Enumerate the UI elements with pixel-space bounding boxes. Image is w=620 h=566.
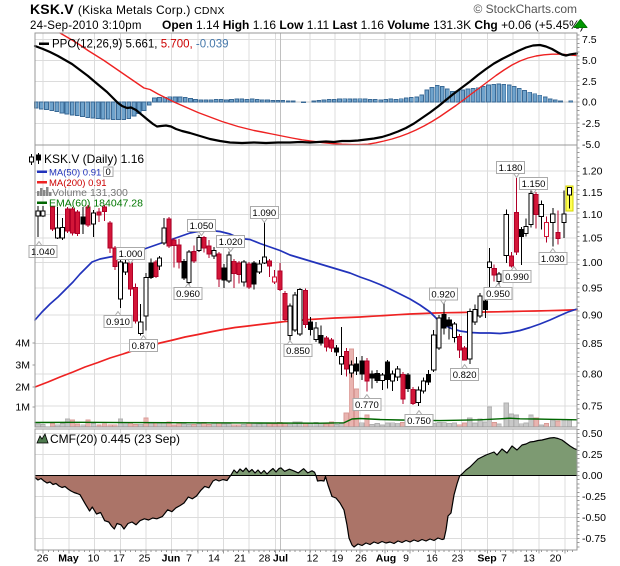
svg-text:KSK.V (Kiska Metals Corp.) CDN: KSK.V (Kiska Metals Corp.) CDNX: [30, 1, 225, 17]
svg-text:17: 17: [113, 553, 125, 565]
svg-text:0.820: 0.820: [453, 370, 477, 381]
svg-text:0.0: 0.0: [582, 97, 597, 109]
svg-text:1.05: 1.05: [582, 232, 603, 244]
svg-text:14: 14: [208, 553, 220, 565]
svg-text:24-Sep-2010 3:10pm: 24-Sep-2010 3:10pm: [30, 20, 142, 32]
svg-text:PPO(12,26,9) 5.661, 5.700, -0.: PPO(12,26,9) 5.661, 5.700, -0.039: [52, 39, 229, 51]
svg-text:23: 23: [452, 553, 464, 565]
svg-text:4M: 4M: [15, 338, 30, 350]
svg-text:0.960: 0.960: [176, 289, 200, 300]
svg-text:2.5: 2.5: [582, 76, 597, 88]
svg-text:7: 7: [186, 553, 192, 565]
svg-text:1.00: 1.00: [582, 257, 603, 269]
svg-text:Volume 131,300: Volume 131,300: [52, 187, 128, 199]
svg-text:0.80: 0.80: [582, 368, 603, 380]
svg-text:0.25: 0.25: [582, 449, 603, 461]
svg-text:May: May: [58, 553, 79, 565]
svg-text:KSK.V (Daily) 1.16: KSK.V (Daily) 1.16: [44, 152, 144, 166]
svg-text:0.75: 0.75: [582, 401, 603, 413]
svg-text:0.920: 0.920: [431, 290, 455, 301]
svg-text:1.10: 1.10: [582, 209, 603, 221]
svg-text:0.870: 0.870: [132, 341, 156, 352]
svg-text:0.50: 0.50: [582, 428, 603, 440]
svg-text:1.040: 1.040: [31, 247, 55, 258]
svg-text:0.990: 0.990: [505, 272, 529, 283]
svg-text:7: 7: [501, 553, 507, 565]
svg-text:13: 13: [523, 553, 535, 565]
svg-text:CMF(20) 0.445 (23 Sep): CMF(20) 0.445 (23 Sep): [50, 432, 180, 446]
svg-text:21: 21: [234, 553, 246, 565]
svg-text:19: 19: [332, 553, 344, 565]
svg-text:1.150: 1.150: [522, 179, 546, 190]
svg-text:MA(50) 0.91: MA(50) 0.91: [49, 168, 101, 179]
svg-text:1.030: 1.030: [541, 254, 565, 265]
svg-text:0.850: 0.850: [286, 346, 310, 357]
svg-text:10: 10: [88, 553, 100, 565]
svg-text:1.20: 1.20: [582, 166, 603, 178]
svg-text:0.770: 0.770: [355, 400, 379, 411]
svg-text:-5.0: -5.0: [582, 139, 600, 151]
svg-text:Aug: Aug: [376, 553, 396, 565]
svg-text:0.90: 0.90: [582, 310, 603, 322]
svg-text:0.910: 0.910: [106, 317, 130, 328]
svg-text:0: 0: [106, 167, 111, 178]
svg-text:12: 12: [307, 553, 319, 565]
svg-text:1.050: 1.050: [190, 221, 214, 232]
svg-text:1.15: 1.15: [582, 187, 603, 199]
svg-text:1.000: 1.000: [119, 249, 143, 260]
svg-text:7.5: 7.5: [582, 34, 597, 46]
svg-text:© StockCharts.com: © StockCharts.com: [473, 2, 577, 16]
svg-text:20: 20: [550, 553, 562, 565]
svg-text:Open 1.14 High 1.16 Low 1.11 L: Open 1.14 High 1.16 Low 1.11 Last 1.16 V…: [162, 18, 584, 32]
svg-text:1M: 1M: [15, 402, 30, 414]
svg-text:0.950: 0.950: [486, 289, 510, 300]
svg-text:-2.5: -2.5: [582, 118, 600, 130]
svg-text:16: 16: [426, 553, 438, 565]
svg-text:0.85: 0.85: [582, 338, 603, 350]
svg-text:-0.50: -0.50: [582, 512, 606, 524]
svg-text:1.020: 1.020: [219, 237, 243, 248]
svg-text:-0.75: -0.75: [582, 533, 606, 545]
svg-text:Sep: Sep: [477, 553, 496, 565]
svg-text:Jun: Jun: [162, 553, 181, 565]
svg-text:3M: 3M: [15, 360, 30, 372]
svg-text:28: 28: [259, 553, 271, 565]
svg-text:EMA(60) 184047.28: EMA(60) 184047.28: [49, 198, 143, 210]
svg-text:26: 26: [37, 553, 49, 565]
svg-text:2M: 2M: [15, 382, 30, 394]
svg-text:0.00: 0.00: [582, 470, 603, 482]
svg-text:-0.25: -0.25: [582, 491, 606, 503]
svg-text:1.090: 1.090: [252, 208, 276, 219]
svg-text:0.750: 0.750: [407, 416, 431, 427]
svg-text:5.0: 5.0: [582, 55, 597, 67]
svg-text:1.180: 1.180: [499, 163, 523, 174]
svg-text:25: 25: [139, 553, 151, 565]
svg-text:9: 9: [403, 553, 409, 565]
svg-text:26: 26: [355, 553, 367, 565]
svg-text:MA(200) 0.91: MA(200) 0.91: [49, 178, 107, 189]
svg-text:0.95: 0.95: [582, 282, 603, 294]
svg-text:Jul: Jul: [273, 553, 288, 565]
